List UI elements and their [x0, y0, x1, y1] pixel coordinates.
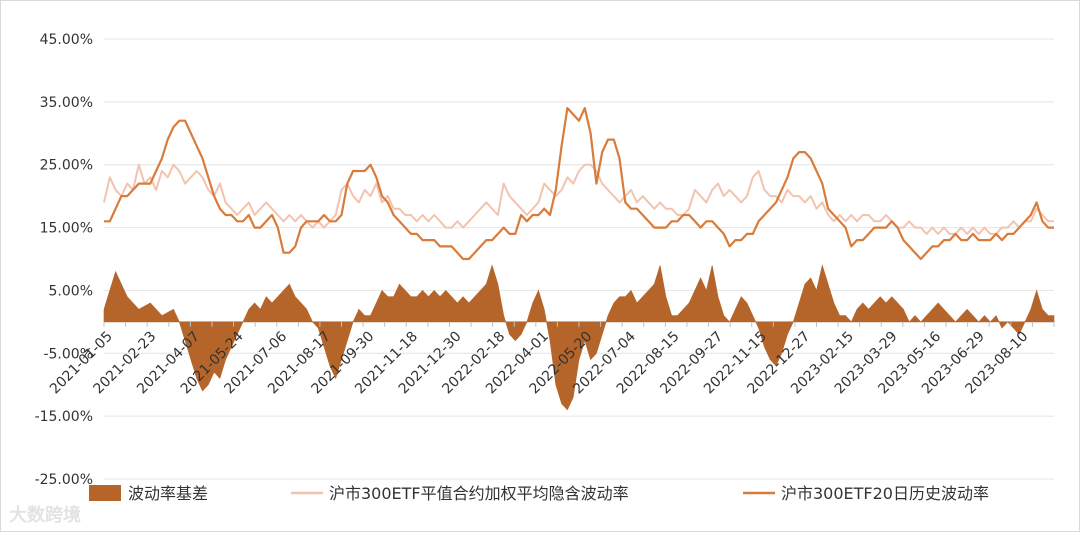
y-tick-label: 15.00%	[40, 221, 93, 237]
historical-vol-series	[104, 106, 1054, 261]
historical-vol-line	[104, 106, 1054, 261]
y-tick-label: -15.00%	[35, 409, 93, 425]
y-tick-label: 45.00%	[40, 32, 93, 48]
y-tick-label: -25.00%	[35, 472, 93, 488]
y-tick-label: 25.00%	[40, 158, 93, 174]
watermark-logo: 大数跨境	[9, 505, 81, 526]
legend-swatch-basis	[89, 485, 121, 501]
legend-label-basis: 波动率基差	[128, 484, 208, 503]
y-tick-label: -5.00%	[43, 346, 93, 362]
implied-vol-series	[103, 163, 1054, 235]
legend: 波动率基差 沪市300ETF平值合约加权平均隐含波动率 沪市300ETF20日历史波…	[89, 484, 989, 503]
y-tick-label: 5.00%	[49, 283, 93, 299]
basis-area-series	[103, 264, 1055, 411]
legend-label-historical: 沪市300ETF20日历史波动率	[781, 484, 989, 503]
legend-label-implied: 沪市300ETF平值合约加权平均隐含波动率	[329, 484, 629, 503]
grid-lines	[104, 38, 1054, 480]
y-tick-label: 35.00%	[40, 95, 93, 111]
implied-vol-line	[103, 163, 1054, 235]
basis-area-path	[103, 264, 1055, 411]
y-axis: 45.00% 35.00% 25.00% 15.00% 5.00% -5.00% -15.0…	[35, 32, 93, 488]
